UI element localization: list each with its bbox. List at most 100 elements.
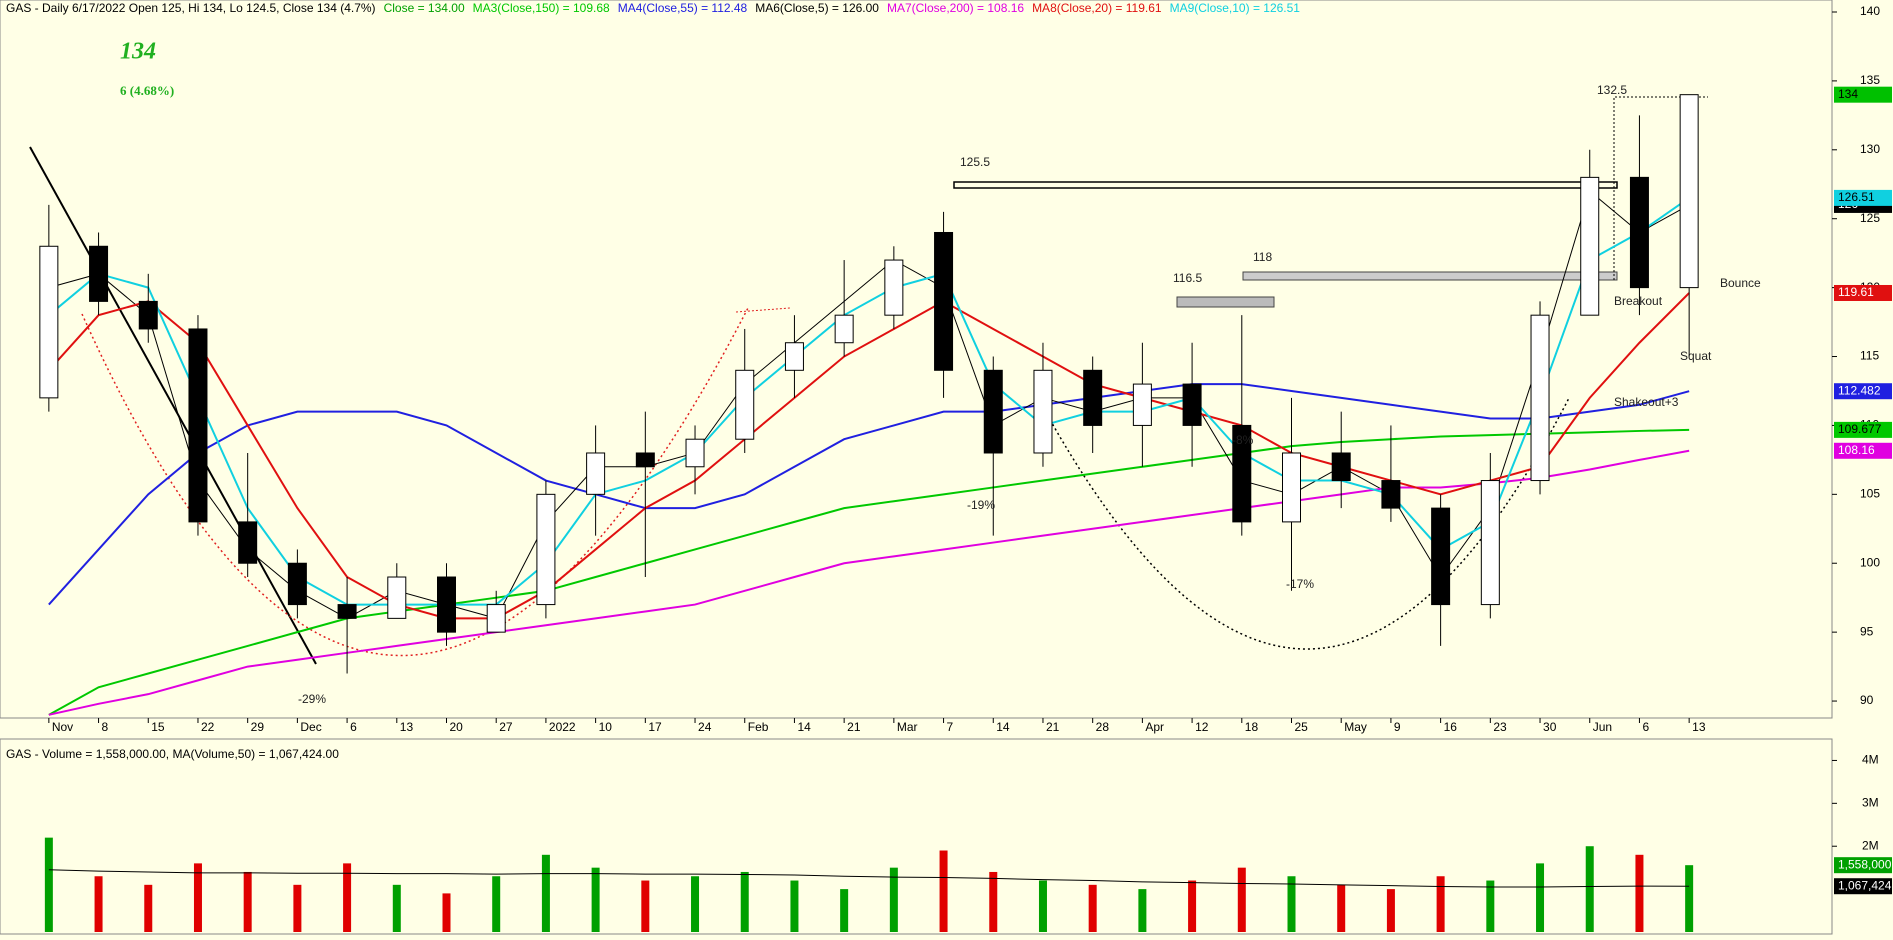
candle-body: [1232, 424, 1252, 523]
last-price: 134: [120, 39, 156, 65]
legend-entry: MA3(Close,150) = 109.68: [473, 1, 610, 15]
volume-bar: [1088, 884, 1097, 932]
ma-tag-label: 126.51: [1838, 190, 1875, 204]
volume-tag: [1834, 857, 1892, 874]
pivot-line: [1613, 96, 1708, 280]
x-tick-label: 13: [1692, 720, 1706, 734]
y-tick-label: 105: [1860, 487, 1880, 501]
y-tick-label: 90: [1860, 693, 1874, 707]
x-tick-label: 7: [947, 720, 954, 734]
candle-body: [834, 314, 854, 344]
x-tick-label: 22: [201, 720, 215, 734]
volume-bar: [1287, 876, 1296, 932]
candle-body: [1083, 369, 1103, 426]
volume-bar: [1585, 846, 1594, 932]
annotation: -17%: [1286, 577, 1314, 591]
annotation: Squat: [1680, 349, 1712, 363]
candle-body: [1033, 369, 1053, 454]
volume-bar: [541, 854, 550, 932]
candle-body: [1182, 383, 1202, 426]
annotation: -8%: [1232, 433, 1254, 447]
volume-bar: [343, 863, 352, 932]
y-tick-label: 3M: [1862, 796, 1879, 810]
volume-bar: [1635, 854, 1644, 932]
ma-tag-label: 109.677: [1838, 422, 1882, 436]
x-tick-label: 8: [102, 720, 109, 734]
volume-bar: [442, 893, 451, 932]
volume-bar: [1188, 880, 1197, 932]
x-tick-label: May: [1344, 720, 1367, 734]
x-tick-label: 27: [499, 720, 513, 734]
x-tick-label: 23: [1493, 720, 1507, 734]
moving-average: [48, 428, 1690, 716]
annotation: -19%: [967, 498, 995, 512]
volume-bar: [591, 867, 600, 932]
candle-body: [238, 521, 258, 564]
ma-tag: [1834, 442, 1892, 459]
candle-body: [1629, 176, 1649, 289]
candle-body: [39, 245, 59, 399]
x-tick-label: 18: [1245, 720, 1259, 734]
x-tick-label: 24: [698, 720, 712, 734]
pivot-line: [735, 307, 791, 313]
y-tick-label: 140: [1860, 4, 1880, 18]
legend-entry: MA8(Close,20) = 119.61: [1032, 1, 1162, 15]
candle-body: [138, 300, 158, 330]
legend-entry: MA7(Close,200) = 108.16: [887, 1, 1024, 15]
x-tick-label: Dec: [300, 720, 321, 734]
volume-bar: [1038, 880, 1047, 932]
volume-ma-tag: [1834, 878, 1892, 895]
volume-average: [48, 869, 1690, 888]
volume-bar: [939, 850, 948, 932]
x-tick-label: 16: [1444, 720, 1458, 734]
volume-bar: [1436, 876, 1445, 932]
volume-bar: [1337, 884, 1346, 932]
candle-body: [1132, 383, 1152, 426]
x-tick-label: 21: [1046, 720, 1060, 734]
candle-body: [1679, 94, 1699, 289]
x-tick-label: 6: [350, 720, 357, 734]
volume-bar: [1386, 889, 1395, 932]
volume-bar: [293, 884, 302, 932]
volume-bar: [1536, 863, 1545, 932]
x-tick-label: Feb: [748, 720, 769, 734]
volume-bar: [889, 867, 898, 932]
trend-line: [29, 146, 317, 665]
volume-bar: [989, 871, 998, 932]
ma-tag: [1834, 189, 1892, 206]
x-tick-label: Apr: [1145, 720, 1164, 734]
volume-bar: [691, 876, 700, 932]
volume-bar: [193, 863, 202, 932]
close-tag-label: 134: [1838, 87, 1858, 101]
legend-entry: MA6(Close,5) = 126.00: [755, 1, 879, 15]
candle-body: [1580, 176, 1600, 316]
annotation: Bounce: [1720, 276, 1761, 290]
price-panel: [0, 0, 1833, 719]
candle-body: [287, 562, 307, 606]
close-label: Close = 134.00: [384, 1, 465, 15]
x-tick-label: 30: [1543, 720, 1557, 734]
y-tick-label: 100: [1860, 555, 1880, 569]
candle-body: [735, 369, 755, 440]
ma-tag: [1834, 284, 1892, 301]
price-change: 6 (4.68%): [120, 83, 174, 98]
annotation: 125.5: [960, 155, 990, 169]
x-tick-label: Jun: [1593, 720, 1612, 734]
volume-tag-label: 1,558,000: [1838, 857, 1892, 871]
candle-body: [1530, 314, 1550, 482]
moving-average: [48, 190, 1690, 619]
candle-body: [934, 231, 954, 371]
candle-body: [1431, 507, 1451, 606]
x-tick-label: 17: [648, 720, 662, 734]
candle-body: [983, 369, 1003, 454]
y-tick-label: 125: [1860, 211, 1880, 225]
x-tick-label: 20: [450, 720, 464, 734]
y-tick-label: 130: [1860, 142, 1880, 156]
close-tag: [1834, 86, 1892, 103]
candle-body: [685, 438, 705, 468]
volume-bar: [1237, 867, 1246, 932]
volume-bar: [492, 876, 501, 932]
legend-entry: MA4(Close,55) = 112.48: [618, 1, 748, 15]
x-tick-label: 6: [1642, 720, 1649, 734]
